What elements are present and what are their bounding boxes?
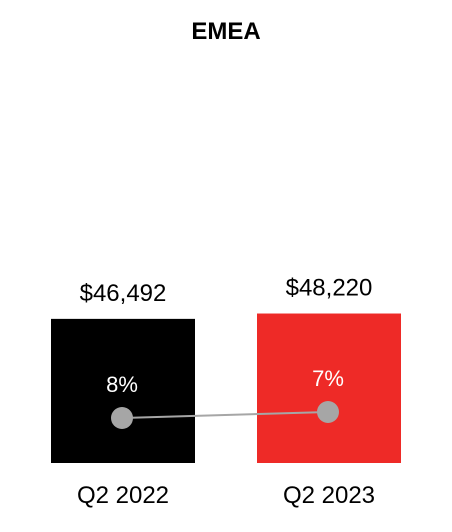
bar-2 (257, 313, 401, 463)
labels: $46,492 Q2 2022 $48,220 Q2 2023 (77, 275, 375, 509)
margin-line-series: 8% 7% (106, 366, 344, 429)
bars (51, 313, 401, 463)
margin-point-1 (111, 407, 133, 429)
margin-label-1: 8% (106, 372, 138, 397)
chart-title: EMEA (191, 18, 260, 45)
bar-value-label-2: $48,220 (286, 275, 373, 302)
margin-label-2: 7% (312, 366, 344, 391)
margin-point-2 (317, 401, 339, 423)
category-label-2: Q2 2023 (283, 482, 375, 509)
margin-line (121, 411, 329, 419)
bar-1 (51, 318, 195, 463)
category-label-1: Q2 2022 (77, 482, 169, 509)
bar-value-label-1: $46,492 (80, 280, 167, 307)
